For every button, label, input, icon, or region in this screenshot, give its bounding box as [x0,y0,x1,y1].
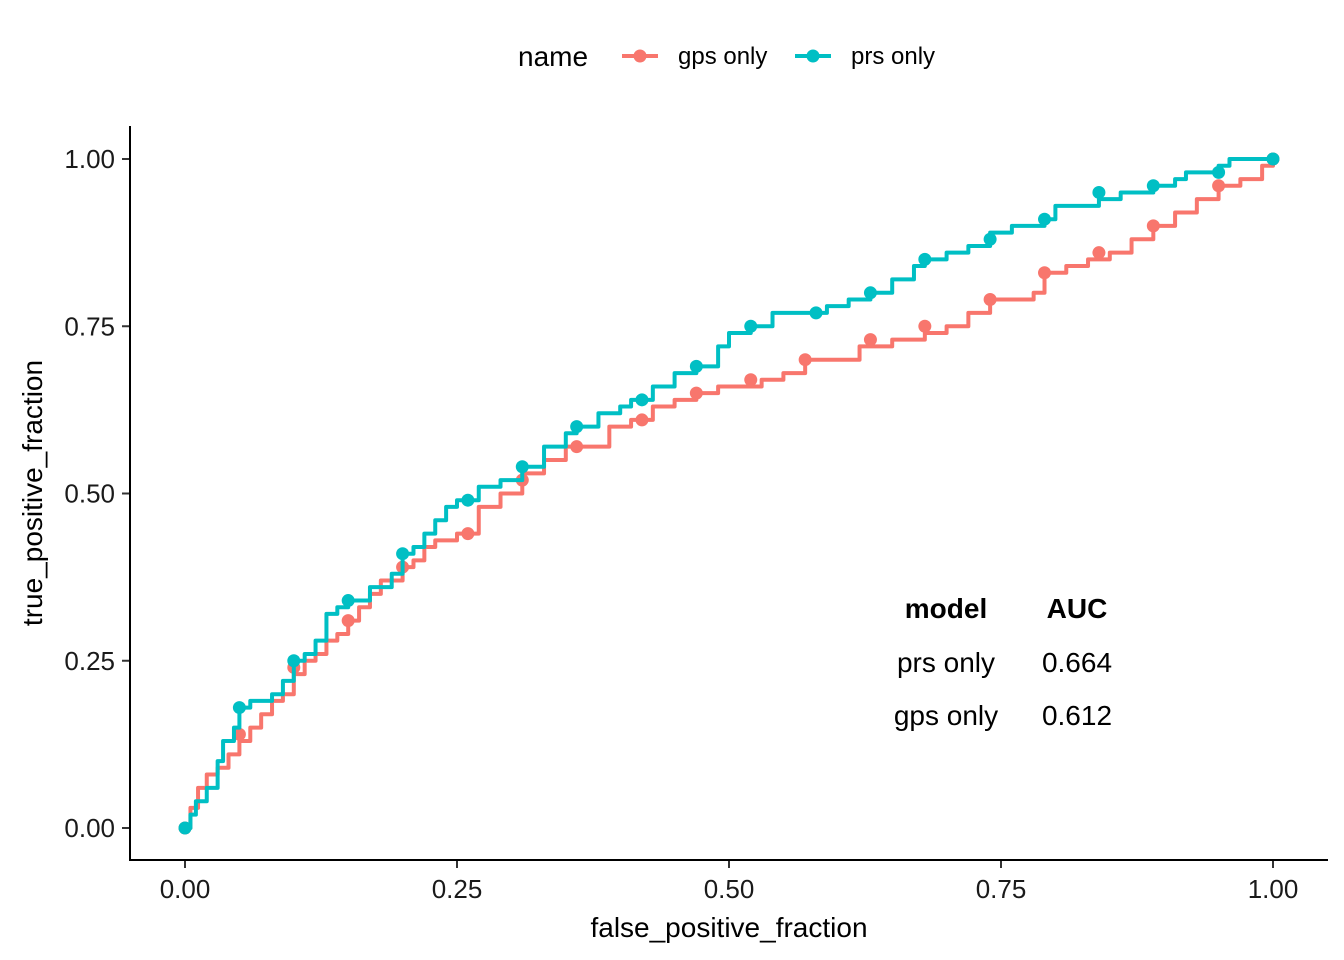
series-point [983,232,997,246]
series-point [798,353,812,367]
series-point [918,319,932,333]
series-point [341,614,355,628]
series-line [185,157,1273,830]
auc-table-header-model: model [905,593,987,624]
series-point [635,393,649,407]
legend-title: name [518,41,588,72]
series-point [1038,266,1052,280]
series-point [341,594,355,608]
series-point [396,547,410,561]
series-point [863,286,877,300]
series-point [515,460,529,474]
series-point [1092,185,1106,199]
x-tick-label: 0.00 [160,874,211,904]
y-tick-label: 0.00 [64,813,115,843]
series-point [570,420,584,434]
series-point [689,359,703,373]
series-layer [178,152,1280,835]
auc-table-row-2-model: gps only [894,700,998,731]
series-point [1212,179,1226,193]
x-tick-label: 1.00 [1248,874,1299,904]
series-point [744,319,758,333]
y-axis-ticks: 0.00 0.25 0.50 0.75 1.00 [64,144,129,843]
series-point [809,306,823,320]
series-point [1092,246,1106,260]
legend-items: gps only prs only [622,43,935,70]
series-point [461,527,475,541]
series-point [1212,165,1226,179]
series-point [232,727,246,741]
auc-table-row-1-model: prs only [897,647,995,678]
x-tick-label: 0.75 [976,874,1027,904]
series-point [635,413,649,427]
series-point [178,821,192,835]
series-point [461,493,475,507]
x-tick-label: 0.25 [432,874,483,904]
series-point [1146,219,1160,233]
auc-table-row-1-auc: 0.664 [1042,647,1112,678]
y-tick-label: 0.50 [64,479,115,509]
y-tick-label: 0.25 [64,646,115,676]
series-prs-only [178,152,1280,835]
series-point [1266,152,1280,166]
series-point [983,292,997,306]
series-point [744,373,758,387]
series-point [232,701,246,715]
x-axis-ticks: 0.00 0.25 0.50 0.75 1.00 [160,861,1299,904]
series-point [918,252,932,266]
series-point [863,333,877,347]
series-point [287,654,301,668]
auc-table: model AUC prs only 0.664 gps only 0.612 [894,593,1112,731]
y-axis-title: true_positive_fraction [17,360,48,626]
series-point [570,440,584,454]
legend-item: prs only [795,43,935,70]
series-gps-only [178,152,1280,835]
legend-item: gps only [622,43,767,70]
legend-key-point [633,49,647,63]
x-tick-label: 0.50 [704,874,755,904]
legend-label: gps only [678,43,767,70]
series-point [1038,212,1052,226]
legend: name gps only prs only [518,41,935,72]
series-point [689,386,703,400]
y-tick-label: 0.75 [64,311,115,341]
auc-table-row-2-auc: 0.612 [1042,700,1112,731]
x-axis-title: false_positive_fraction [590,912,867,943]
y-tick-label: 1.00 [64,144,115,174]
legend-key-point [806,49,820,63]
legend-label: prs only [851,43,935,70]
auc-table-header-auc: AUC [1047,593,1108,624]
series-point [1146,179,1160,193]
